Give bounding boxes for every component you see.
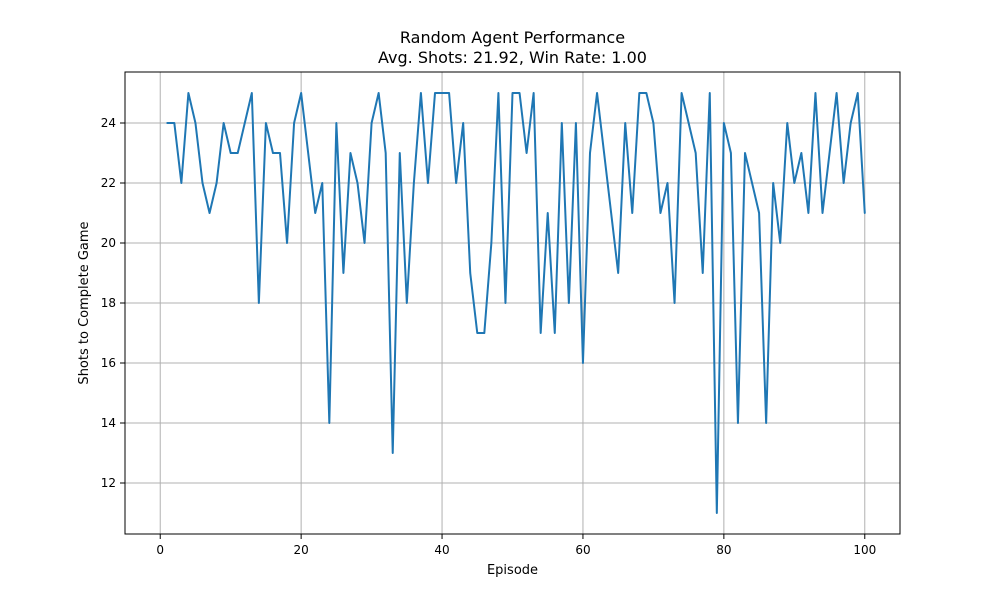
- chart-subtitle: Avg. Shots: 21.92, Win Rate: 1.00: [378, 48, 647, 67]
- x-tick-label: 80: [716, 543, 731, 557]
- series-line: [166, 92, 866, 514]
- x-tick-label: 60: [575, 543, 590, 557]
- y-axis-label: Shots to Complete Game: [77, 221, 92, 384]
- x-tick-label: 40: [434, 543, 449, 557]
- y-tick-label: 24: [101, 116, 116, 130]
- x-tick-label: 0: [156, 543, 164, 557]
- y-axis-ticks: 12 14 16 18 20 22 24: [101, 116, 125, 490]
- x-tick-label: 100: [853, 543, 876, 557]
- y-tick-label: 22: [101, 176, 116, 190]
- x-axis-label: Episode: [487, 563, 538, 578]
- y-tick-label: 20: [101, 236, 116, 250]
- y-tick-label: 18: [101, 296, 116, 310]
- y-tick-label: 12: [101, 476, 116, 490]
- x-axis-ticks: 0 20 40 60 80 100: [156, 534, 876, 557]
- x-tick-label: 20: [293, 543, 308, 557]
- chart-title: Random Agent Performance: [400, 28, 625, 47]
- y-tick-label: 14: [101, 416, 116, 430]
- y-tick-label: 16: [101, 356, 116, 370]
- series-layer: [166, 92, 866, 514]
